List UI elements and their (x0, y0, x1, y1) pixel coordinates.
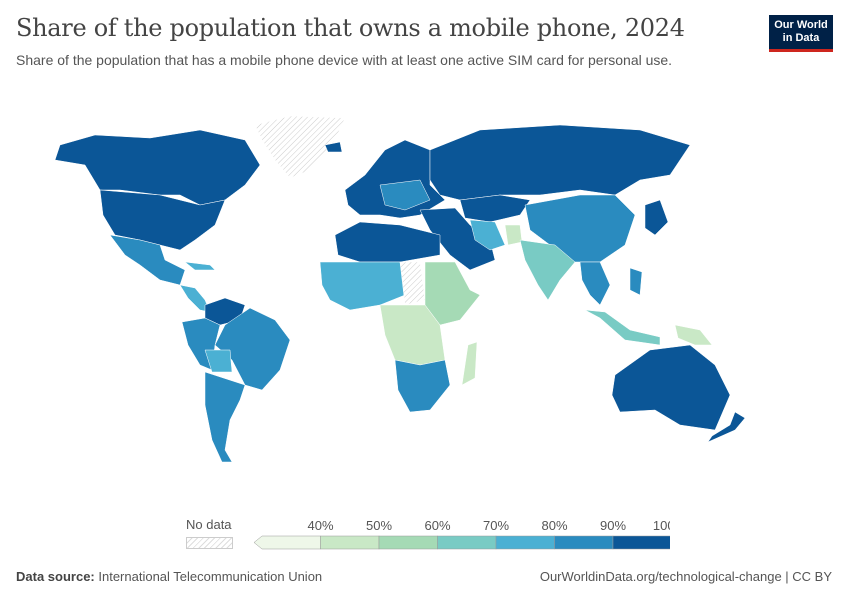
legend-bin[interactable] (495, 535, 555, 550)
legend-no-data-label: No data (186, 517, 232, 532)
iceland[interactable] (324, 141, 343, 153)
argentina-chile[interactable] (204, 371, 246, 463)
legend-no-data-swatch[interactable] (186, 537, 233, 549)
color-legend: 40% 50% 60% 70% 80% 90% 100% (253, 518, 670, 550)
legend-tick-label: 100% (653, 518, 670, 533)
madagascar[interactable] (461, 341, 478, 386)
new-zealand[interactable] (707, 411, 746, 443)
legend-tick-label: 50% (366, 518, 392, 533)
world-map[interactable] (0, 100, 850, 500)
bolivia[interactable] (204, 349, 233, 373)
chart-subtitle: Share of the population that has a mobil… (16, 52, 673, 68)
sahel-no-data[interactable] (399, 261, 426, 306)
india-south-asia[interactable] (519, 239, 576, 301)
greenland[interactable] (254, 115, 346, 179)
kazakhstan-central-asia[interactable] (459, 194, 531, 223)
iran[interactable] (469, 219, 506, 251)
canada[interactable] (54, 129, 261, 206)
data-source-label: Data source: (16, 569, 95, 584)
data-source-value: International Telecommunication Union (98, 569, 323, 584)
mexico[interactable] (109, 234, 186, 286)
legend-tick-label: 60% (424, 518, 450, 533)
source-url[interactable]: OurWorldinData.org/technological-change … (539, 569, 832, 584)
legend-tick-label: 80% (541, 518, 567, 533)
legend-bin[interactable] (554, 535, 614, 550)
north-africa[interactable] (334, 221, 441, 263)
west-africa[interactable] (319, 261, 406, 311)
legend-tick-label: 90% (600, 518, 626, 533)
indonesia[interactable] (584, 309, 661, 346)
papua-new-guinea[interactable] (674, 324, 713, 346)
southern-africa[interactable] (394, 359, 451, 413)
owid-logo[interactable]: Our World in Data (769, 15, 833, 52)
legend-bin[interactable] (378, 535, 438, 550)
data-source: Data source: International Telecommunica… (16, 569, 322, 584)
legend-bin[interactable] (320, 535, 380, 550)
southeast-asia[interactable] (579, 261, 611, 306)
eastern-europe[interactable] (379, 179, 431, 211)
russia[interactable] (429, 124, 691, 201)
chart-title: Share of the population that owns a mobi… (16, 14, 685, 42)
united-states[interactable] (99, 189, 226, 251)
legend-bin[interactable] (437, 535, 497, 550)
caribbean[interactable] (184, 261, 216, 271)
legend-bin[interactable] (612, 535, 670, 550)
legend-tick-label: 70% (483, 518, 509, 533)
australia[interactable] (611, 344, 731, 431)
east-africa[interactable] (424, 261, 481, 326)
legend-bin[interactable] (253, 535, 321, 550)
philippines[interactable] (629, 267, 643, 296)
japan-korea[interactable] (644, 199, 669, 236)
afghanistan[interactable] (504, 224, 523, 246)
legend-tick-label: 40% (307, 518, 333, 533)
